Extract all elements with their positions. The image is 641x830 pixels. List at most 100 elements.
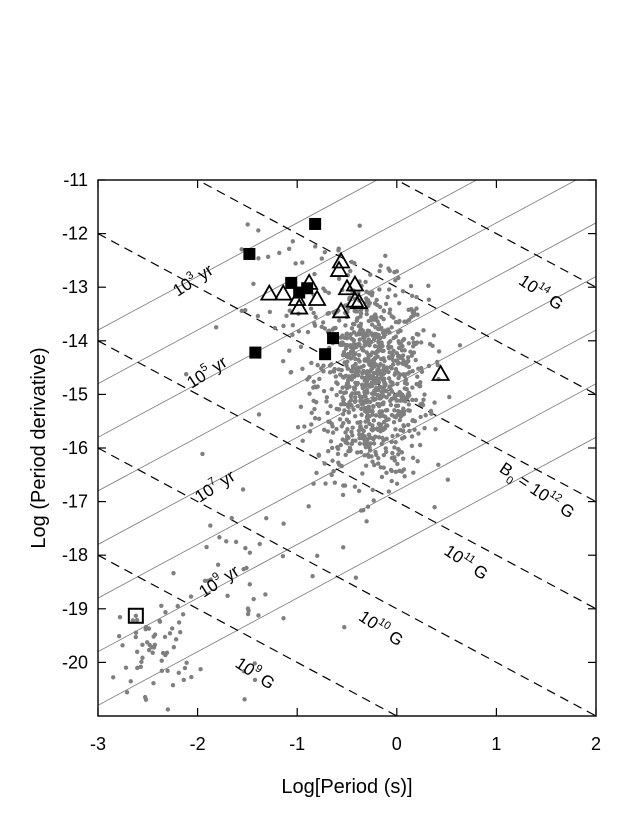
background-point (410, 385, 415, 390)
background-point (383, 446, 388, 451)
y-tick-label: -18 (62, 545, 88, 565)
background-point (333, 374, 339, 379)
background-point (457, 343, 463, 348)
background-point (367, 399, 373, 405)
background-point (346, 354, 352, 360)
background-point (363, 463, 369, 468)
background-point (329, 386, 334, 392)
background-point (267, 309, 273, 315)
background-point (312, 271, 317, 277)
background-point (152, 632, 158, 637)
background-point (241, 669, 247, 674)
background-point (167, 631, 173, 636)
x-tick-label: -1 (289, 734, 305, 754)
background-point (358, 508, 364, 513)
background-point (225, 593, 230, 599)
background-point (379, 474, 385, 480)
x-tick-label: 0 (392, 734, 402, 754)
background-point (346, 374, 352, 379)
background-point (354, 318, 359, 324)
background-point (402, 380, 408, 386)
background-point (344, 383, 349, 389)
background-point (319, 256, 324, 261)
background-point (256, 228, 261, 233)
background-point (402, 348, 407, 353)
background-point (184, 660, 189, 666)
background-point (337, 318, 342, 323)
background-point (159, 658, 164, 663)
background-point (305, 329, 311, 335)
y-tick-label: -20 (62, 652, 88, 672)
background-point (390, 450, 395, 456)
background-point (345, 377, 351, 383)
background-point (357, 435, 362, 441)
background-point (350, 345, 355, 350)
background-point (393, 469, 399, 475)
background-point (134, 617, 140, 623)
background-point (410, 344, 416, 349)
background-point (393, 395, 398, 401)
background-point (377, 410, 382, 415)
background-point (159, 668, 165, 674)
background-point (320, 320, 326, 325)
background-point (377, 369, 382, 374)
background-point (362, 405, 367, 411)
background-point (364, 519, 369, 524)
triangle-marker (345, 274, 365, 292)
square-marker (249, 346, 262, 359)
age-line (98, 276, 596, 545)
background-point (239, 247, 244, 252)
background-point (350, 425, 355, 430)
age-label-1e7: 107 yr (190, 465, 239, 507)
background-point (169, 626, 175, 631)
background-point (406, 307, 411, 312)
background-point (321, 286, 326, 291)
background-point (423, 413, 428, 418)
background-point (281, 521, 286, 526)
background-point (349, 397, 354, 403)
background-point (123, 665, 129, 670)
background-point (364, 311, 369, 317)
background-point (387, 268, 392, 274)
background-point (386, 340, 392, 345)
background-point (381, 348, 386, 354)
background-point (325, 311, 330, 316)
background-point (404, 387, 409, 392)
y-tick-label: -19 (62, 599, 88, 619)
background-point (384, 388, 389, 394)
background-point (408, 283, 414, 289)
square-marker (327, 332, 340, 345)
background-point (347, 445, 353, 451)
triangle-marker (331, 251, 351, 269)
background-point (382, 383, 387, 389)
background-point (316, 452, 321, 457)
background-point (351, 407, 356, 412)
background-point (383, 414, 388, 420)
background-point (348, 332, 353, 337)
background-point (395, 354, 401, 359)
background-point (329, 362, 334, 367)
background-point (361, 363, 366, 369)
background-point (362, 378, 368, 383)
background-point (312, 406, 317, 412)
background-point (409, 293, 415, 298)
background-point (387, 330, 392, 335)
background-point (400, 289, 406, 294)
background-point (395, 381, 400, 387)
background-point (139, 659, 144, 665)
triangle-marker (331, 301, 351, 319)
background-point (386, 287, 392, 292)
background-point (430, 343, 435, 348)
background-point (385, 294, 390, 300)
background-point (366, 432, 372, 437)
background-point (376, 456, 381, 461)
field-line (98, 554, 399, 716)
background-point (386, 345, 391, 351)
background-point (379, 441, 384, 447)
y-tick-label: -13 (62, 277, 88, 297)
background-point (426, 283, 431, 288)
background-point (422, 425, 427, 431)
background-point (330, 327, 336, 332)
background-point (328, 439, 334, 444)
y-axis-label: Log (Period derivative) (28, 347, 50, 548)
